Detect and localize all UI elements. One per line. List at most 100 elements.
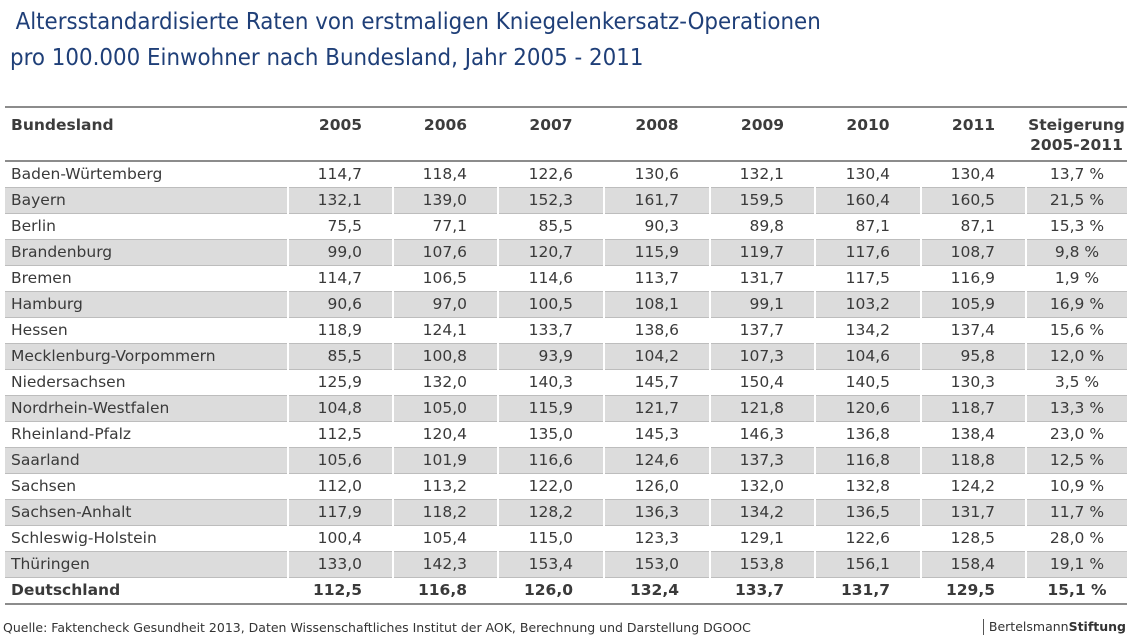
cell-value: 150,4 bbox=[710, 369, 816, 396]
cell-increase: 11,7 % bbox=[1026, 499, 1127, 526]
cell-value: 112,5 bbox=[288, 577, 394, 605]
cell-value: 105,9 bbox=[921, 291, 1027, 318]
cell-value: 133,7 bbox=[710, 577, 816, 605]
cell-value: 101,9 bbox=[393, 447, 499, 474]
header-year: 2010 bbox=[815, 106, 921, 162]
cell-value: 107,3 bbox=[710, 343, 816, 370]
cell-value: 146,3 bbox=[710, 421, 816, 448]
cell-value: 87,1 bbox=[815, 213, 922, 240]
cell-value: 121,7 bbox=[604, 395, 711, 422]
cell-value: 137,7 bbox=[710, 317, 816, 344]
cell-value: 124,6 bbox=[604, 447, 711, 474]
cell-value: 104,6 bbox=[815, 343, 922, 370]
cell-value: 135,0 bbox=[498, 421, 605, 448]
cell-value: 118,9 bbox=[288, 317, 394, 344]
table-row: Hessen 118,9 124,1 133,7 138,6 137,7 134,2 137,… bbox=[5, 317, 1127, 344]
cell-bundesland: Berlin bbox=[5, 213, 289, 240]
cell-value: 123,3 bbox=[604, 525, 711, 552]
cell-bundesland: Mecklenburg-Vorpommern bbox=[5, 343, 289, 370]
cell-value: 136,5 bbox=[815, 499, 922, 526]
table-row: Brandenburg 99,0 107,6 120,7 115,9 119,7 117,6… bbox=[5, 239, 1127, 266]
cell-value: 132,8 bbox=[815, 473, 922, 500]
cell-value: 142,3 bbox=[393, 551, 499, 578]
cell-value: 153,0 bbox=[604, 551, 711, 578]
table-row: Deutschland 112,5 116,8 126,0 132,4 133,7 131,… bbox=[5, 577, 1127, 605]
cell-increase: 19,1 % bbox=[1026, 551, 1127, 578]
logo-text-part2: Stiftung bbox=[1068, 619, 1126, 634]
cell-bundesland: Hessen bbox=[5, 317, 289, 344]
cell-value: 136,3 bbox=[604, 499, 711, 526]
header-year: 2008 bbox=[604, 106, 710, 162]
header-increase-line2: 2005-2011 bbox=[1030, 136, 1123, 154]
cell-value: 122,6 bbox=[498, 161, 605, 188]
cell-value: 119,7 bbox=[710, 239, 816, 266]
cell-value: 85,5 bbox=[288, 343, 394, 370]
cell-value: 100,4 bbox=[288, 525, 394, 552]
cell-value: 145,3 bbox=[604, 421, 711, 448]
cell-value: 140,5 bbox=[815, 369, 922, 396]
cell-value: 116,6 bbox=[498, 447, 605, 474]
cell-value: 161,7 bbox=[604, 187, 711, 214]
header-year: 2007 bbox=[498, 106, 604, 162]
cell-value: 131,7 bbox=[710, 265, 816, 292]
cell-bundesland: Schleswig-Holstein bbox=[5, 525, 289, 552]
chart-title-line2: pro 100.000 Einwohner nach Bundesland, J… bbox=[10, 45, 644, 71]
cell-value: 129,1 bbox=[710, 525, 816, 552]
cell-value: 137,4 bbox=[921, 317, 1027, 344]
cell-value: 90,3 bbox=[604, 213, 711, 240]
header-bundesland: Bundesland bbox=[5, 106, 288, 162]
table-row: Bayern 132,1 139,0 152,3 161,7 159,5 160,4 160,… bbox=[5, 187, 1127, 214]
cell-value: 99,0 bbox=[288, 239, 394, 266]
header-year: 2011 bbox=[921, 106, 1026, 162]
header-year: 2009 bbox=[710, 106, 815, 162]
cell-value: 77,1 bbox=[393, 213, 499, 240]
cell-value: 103,2 bbox=[815, 291, 922, 318]
cell-value: 114,6 bbox=[498, 265, 605, 292]
cell-value: 108,7 bbox=[921, 239, 1027, 266]
cell-value: 129,5 bbox=[921, 577, 1027, 605]
cell-value: 105,0 bbox=[393, 395, 499, 422]
cell-value: 117,6 bbox=[815, 239, 922, 266]
cell-increase: 21,5 % bbox=[1026, 187, 1127, 214]
table-row: Rheinland-Pfalz 112,5 120,4 135,0 145,3 146,3… bbox=[5, 421, 1127, 448]
cell-value: 89,8 bbox=[710, 213, 816, 240]
cell-value: 137,3 bbox=[710, 447, 816, 474]
cell-bundesland: Brandenburg bbox=[5, 239, 289, 266]
cell-increase: 12,5 % bbox=[1026, 447, 1127, 474]
cell-value: 132,4 bbox=[604, 577, 711, 605]
cell-value: 116,8 bbox=[393, 577, 499, 605]
cell-value: 99,1 bbox=[710, 291, 816, 318]
cell-value: 114,7 bbox=[288, 265, 394, 292]
table-row: Schleswig-Holstein 100,4 105,4 115,0 123,3 12… bbox=[5, 525, 1127, 552]
cell-value: 122,0 bbox=[498, 473, 605, 500]
table-row: Berlin 75,5 77,1 85,5 90,3 89,8 87,1 87,1 15,3 % bbox=[5, 213, 1127, 240]
cell-value: 87,1 bbox=[921, 213, 1027, 240]
cell-bundesland: Deutschland bbox=[5, 577, 289, 605]
cell-value: 130,6 bbox=[604, 161, 711, 188]
cell-value: 133,0 bbox=[288, 551, 394, 578]
cell-value: 140,3 bbox=[498, 369, 605, 396]
cell-bundesland: Rheinland-Pfalz bbox=[5, 421, 289, 448]
cell-bundesland: Hamburg bbox=[5, 291, 289, 318]
cell-value: 128,5 bbox=[921, 525, 1027, 552]
cell-value: 116,8 bbox=[815, 447, 922, 474]
cell-value: 126,0 bbox=[498, 577, 605, 605]
data-table: Bundesland 2005 2006 2007 2008 2009 2010… bbox=[5, 106, 1127, 605]
cell-value: 125,9 bbox=[288, 369, 394, 396]
cell-value: 126,0 bbox=[604, 473, 711, 500]
cell-value: 130,4 bbox=[815, 161, 922, 188]
cell-value: 153,4 bbox=[498, 551, 605, 578]
cell-value: 132,0 bbox=[710, 473, 816, 500]
cell-value: 116,9 bbox=[921, 265, 1027, 292]
cell-value: 138,4 bbox=[921, 421, 1027, 448]
cell-value: 90,6 bbox=[288, 291, 394, 318]
cell-value: 158,4 bbox=[921, 551, 1027, 578]
cell-value: 118,8 bbox=[921, 447, 1027, 474]
cell-value: 97,0 bbox=[393, 291, 499, 318]
table-row: Nordrhein-Westfalen 104,8 105,0 115,9 121,7 1… bbox=[5, 395, 1127, 422]
cell-increase: 9,8 % bbox=[1026, 239, 1127, 266]
cell-value: 156,1 bbox=[815, 551, 922, 578]
cell-value: 121,8 bbox=[710, 395, 816, 422]
cell-value: 75,5 bbox=[288, 213, 394, 240]
cell-bundesland: Sachsen bbox=[5, 473, 289, 500]
